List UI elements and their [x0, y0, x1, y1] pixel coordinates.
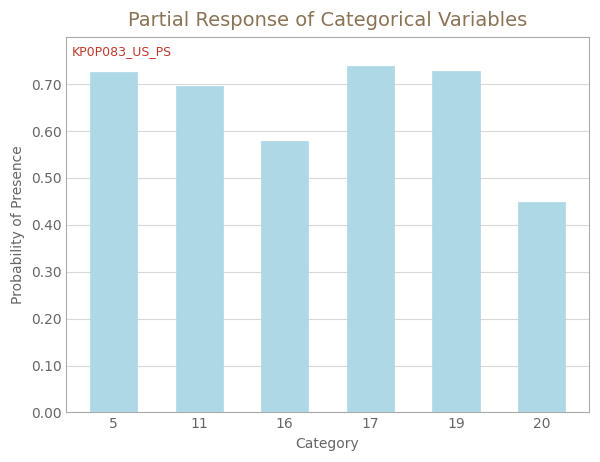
Bar — [261, 141, 308, 413]
Bar — [90, 73, 137, 413]
Text: KP0P083_US_PS: KP0P083_US_PS — [71, 45, 172, 58]
Title: Partial Response of Categorical Variables: Partial Response of Categorical Variable… — [128, 11, 527, 30]
Y-axis label: Probability of Presence: Probability of Presence — [11, 146, 25, 304]
Bar — [518, 202, 565, 413]
Bar — [433, 72, 479, 413]
X-axis label: Category: Category — [296, 437, 359, 451]
Bar — [347, 67, 394, 413]
Bar — [176, 86, 223, 413]
